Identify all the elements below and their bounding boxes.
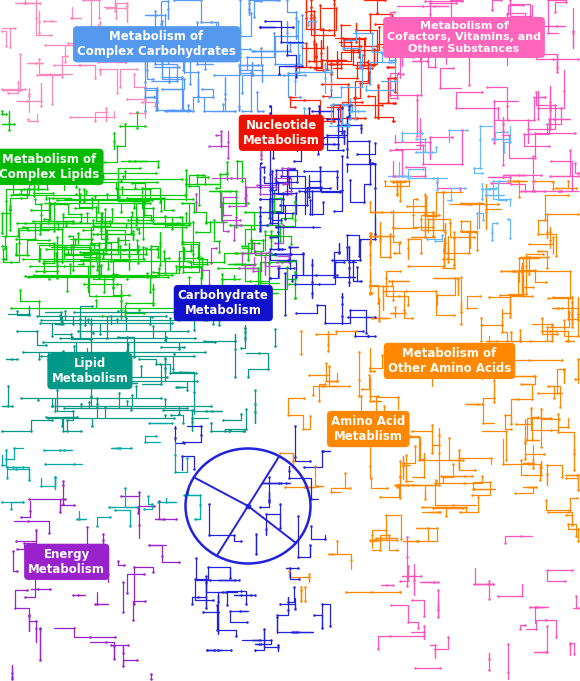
Text: Amino Acid
Metablism: Amino Acid Metablism: [331, 415, 405, 443]
Text: Energy
Metabolism: Energy Metabolism: [28, 548, 105, 576]
Text: Nucleotide
Metabolism: Nucleotide Metabolism: [243, 118, 320, 147]
Text: Carbohydrate
Metabolism: Carbohydrate Metabolism: [178, 289, 269, 317]
Text: Metabolism of
Other Amino Acids: Metabolism of Other Amino Acids: [388, 347, 511, 375]
Text: Metabolism of
Cofactors, Vitamins, and
Other Substances: Metabolism of Cofactors, Vitamins, and O…: [387, 21, 541, 54]
Text: Metabolism of
Complex Carbohydrates: Metabolism of Complex Carbohydrates: [77, 30, 236, 59]
Text: Lipid
Metabolism: Lipid Metabolism: [52, 357, 128, 385]
Text: Metabolism of
Complex Lipids: Metabolism of Complex Lipids: [0, 153, 99, 181]
